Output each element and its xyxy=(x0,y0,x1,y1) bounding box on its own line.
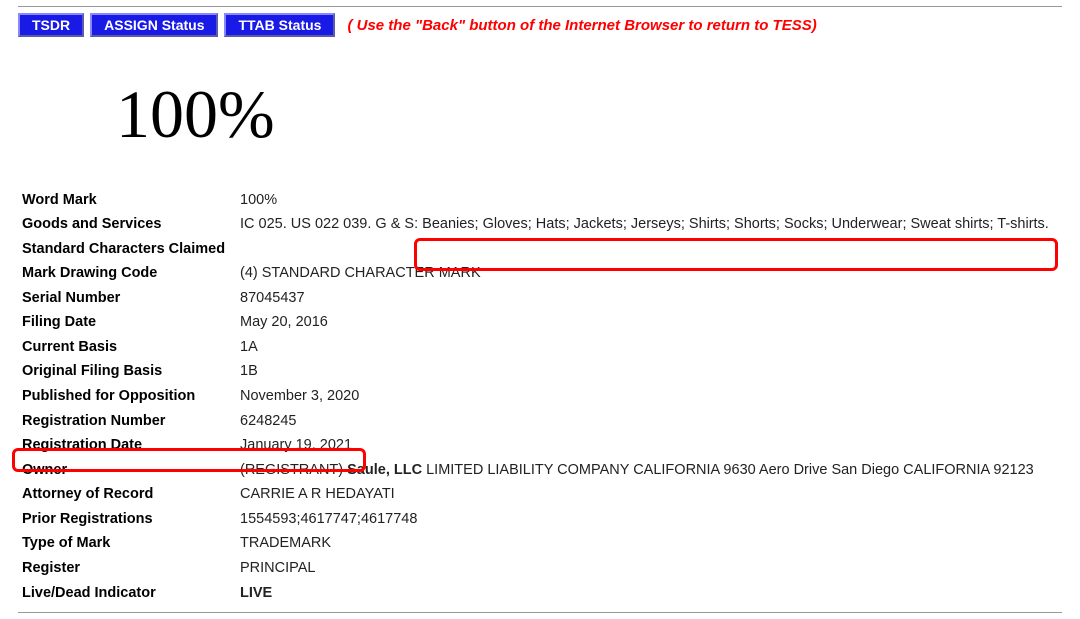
row-goods-services: Goods and Services IC 025. US 022 039. G… xyxy=(18,213,1062,238)
label-attorney: Attorney of Record xyxy=(18,483,236,508)
label-word-mark: Word Mark xyxy=(18,188,236,213)
value-serial: 87045437 xyxy=(236,286,1062,311)
row-register: Register PRINCIPAL xyxy=(18,556,1062,581)
row-reg-no: Registration Number 6248245 xyxy=(18,409,1062,434)
value-owner: (REGISTRANT) Saule, LLC LIMITED LIABILIT… xyxy=(236,458,1062,483)
value-std-chars xyxy=(236,237,1062,262)
back-note-text: ( Use the "Back" button of the Internet … xyxy=(347,17,816,34)
row-filing-date: Filing Date May 20, 2016 xyxy=(18,311,1062,336)
label-drawing-code: Mark Drawing Code xyxy=(18,262,236,287)
row-word-mark: Word Mark 100% xyxy=(18,188,1062,213)
value-live-dead: LIVE xyxy=(236,581,1062,606)
value-reg-date: January 19, 2021 xyxy=(236,434,1062,459)
row-current-basis: Current Basis 1A xyxy=(18,335,1062,360)
value-attorney: CARRIE A R HEDAYATI xyxy=(236,483,1062,508)
label-register: Register xyxy=(18,556,236,581)
label-owner: Owner xyxy=(18,458,236,483)
top-bar: TSDR ASSIGN Status TTAB Status ( Use the… xyxy=(18,13,1062,37)
ttab-status-button[interactable]: TTAB Status xyxy=(224,13,335,37)
mark-display: 100% xyxy=(18,41,1062,182)
value-word-mark: 100% xyxy=(236,188,1062,213)
label-current-basis: Current Basis xyxy=(18,335,236,360)
label-goods-services: Goods and Services xyxy=(18,213,236,238)
label-reg-date: Registration Date xyxy=(18,434,236,459)
assign-status-button[interactable]: ASSIGN Status xyxy=(90,13,218,37)
owner-prefix: (REGISTRANT) xyxy=(240,462,347,478)
row-type-mark: Type of Mark TRADEMARK xyxy=(18,532,1062,557)
value-filing-date: May 20, 2016 xyxy=(236,311,1062,336)
owner-rest: LIMITED LIABILITY COMPANY CALIFORNIA 963… xyxy=(422,462,1034,478)
value-prior-reg: 1554593;4617747;4617748 xyxy=(236,507,1062,532)
value-orig-basis: 1B xyxy=(236,360,1062,385)
value-reg-no: 6248245 xyxy=(236,409,1062,434)
row-attorney: Attorney of Record CARRIE A R HEDAYATI xyxy=(18,483,1062,508)
row-pub-opp: Published for Opposition November 3, 202… xyxy=(18,385,1062,410)
row-std-chars: Standard Characters Claimed xyxy=(18,237,1062,262)
label-filing-date: Filing Date xyxy=(18,311,236,336)
owner-name: Saule, LLC xyxy=(347,462,422,478)
top-rule xyxy=(18,6,1062,7)
bottom-rule xyxy=(18,612,1062,613)
page-container: TSDR ASSIGN Status TTAB Status ( Use the… xyxy=(0,6,1080,613)
value-register: PRINCIPAL xyxy=(236,556,1062,581)
value-current-basis: 1A xyxy=(236,335,1062,360)
tsdr-button[interactable]: TSDR xyxy=(18,13,84,37)
row-drawing-code: Mark Drawing Code (4) STANDARD CHARACTER… xyxy=(18,262,1062,287)
label-prior-reg: Prior Registrations xyxy=(18,507,236,532)
label-std-chars: Standard Characters Claimed xyxy=(18,237,236,262)
row-orig-basis: Original Filing Basis 1B xyxy=(18,360,1062,385)
row-live-dead: Live/Dead Indicator LIVE xyxy=(18,581,1062,606)
details-table: Word Mark 100% Goods and Services IC 025… xyxy=(18,188,1062,606)
label-pub-opp: Published for Opposition xyxy=(18,385,236,410)
row-prior-reg: Prior Registrations 1554593;4617747;4617… xyxy=(18,507,1062,532)
row-owner: Owner (REGISTRANT) Saule, LLC LIMITED LI… xyxy=(18,458,1062,483)
row-reg-date: Registration Date January 19, 2021 xyxy=(18,434,1062,459)
label-reg-no: Registration Number xyxy=(18,409,236,434)
value-pub-opp: November 3, 2020 xyxy=(236,385,1062,410)
label-type-mark: Type of Mark xyxy=(18,532,236,557)
label-live-dead: Live/Dead Indicator xyxy=(18,581,236,606)
value-drawing-code: (4) STANDARD CHARACTER MARK xyxy=(236,262,1062,287)
label-serial: Serial Number xyxy=(18,286,236,311)
row-serial: Serial Number 87045437 xyxy=(18,286,1062,311)
label-orig-basis: Original Filing Basis xyxy=(18,360,236,385)
value-goods-services: IC 025. US 022 039. G & S: Beanies; Glov… xyxy=(236,213,1062,238)
value-type-mark: TRADEMARK xyxy=(236,532,1062,557)
